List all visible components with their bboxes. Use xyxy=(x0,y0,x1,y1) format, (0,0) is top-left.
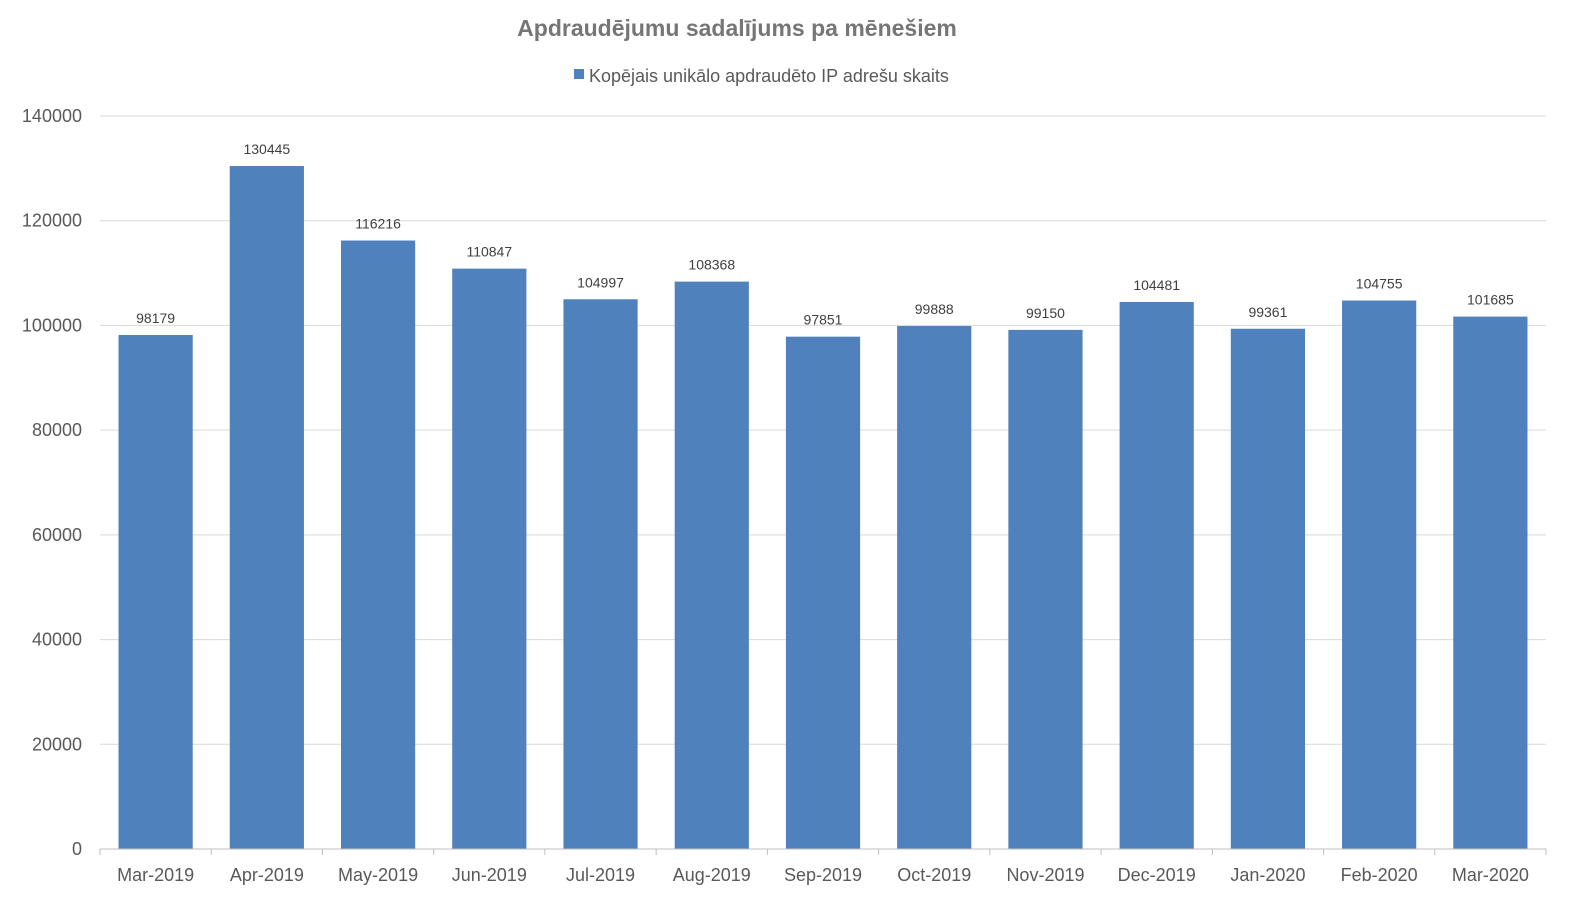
y-tick-label: 100000 xyxy=(22,315,82,335)
bars xyxy=(118,166,1528,850)
data-label: 99361 xyxy=(1248,304,1287,320)
x-tick-label: Jun-2019 xyxy=(452,865,527,885)
bar xyxy=(340,240,416,849)
x-tick-label: Jan-2020 xyxy=(1230,865,1305,885)
bar xyxy=(785,336,861,849)
y-tick-label: 40000 xyxy=(32,630,82,650)
bar xyxy=(1453,316,1528,849)
data-label: 97851 xyxy=(804,312,843,328)
data-labels: 98179 130445 116216 110847 104997 108368 97851… xyxy=(136,141,1514,328)
data-label: 104997 xyxy=(577,274,624,290)
x-axis: Mar-2019 Apr-2019 May-2019 Jun-2019 Jul-2019… xyxy=(99,848,1547,885)
chart-title: Apdraudējumu sadalījums pa mēnešiem xyxy=(517,15,957,41)
data-label: 104755 xyxy=(1356,276,1403,292)
x-tick-label: Sep-2019 xyxy=(784,865,862,885)
data-label: 116216 xyxy=(355,216,401,232)
data-label: 98179 xyxy=(136,310,175,326)
data-label: 99150 xyxy=(1026,305,1065,321)
y-tick-label: 140000 xyxy=(22,106,82,126)
x-tick-label: Nov-2019 xyxy=(1006,865,1084,885)
bar xyxy=(674,281,749,850)
y-tick-label: 120000 xyxy=(22,211,82,231)
x-tick-label: May-2019 xyxy=(338,865,418,885)
legend-swatch xyxy=(574,69,584,79)
data-label: 110847 xyxy=(466,244,512,260)
x-tick-label: Oct-2019 xyxy=(897,865,971,885)
data-label: 104481 xyxy=(1133,277,1180,293)
data-label: 108368 xyxy=(688,257,735,273)
bar xyxy=(1008,329,1083,850)
y-axis: 0 20000 40000 60000 80000 100000 120000 140000 xyxy=(22,106,82,859)
bar xyxy=(229,166,304,850)
bar xyxy=(452,268,527,849)
legend: Kopējais unikālo apdraudēto IP adrešu sk… xyxy=(574,66,949,86)
x-tick-label: Jul-2019 xyxy=(566,865,635,885)
data-label: 99888 xyxy=(915,301,954,317)
x-tick-label: Feb-2020 xyxy=(1341,865,1418,885)
x-tick-label: Dec-2019 xyxy=(1118,865,1196,885)
y-tick-label: 60000 xyxy=(32,525,82,545)
bar xyxy=(897,326,972,849)
y-tick-label: 80000 xyxy=(32,420,82,440)
bar xyxy=(563,299,638,849)
bar xyxy=(118,334,193,850)
data-label: 101685 xyxy=(1467,292,1514,308)
y-tick-label: 0 xyxy=(72,839,82,859)
x-tick-label: Mar-2019 xyxy=(117,865,194,885)
data-label: 130445 xyxy=(243,141,290,157)
x-tick-label: Apr-2019 xyxy=(230,865,304,885)
bar xyxy=(1342,300,1417,850)
bar xyxy=(1119,301,1194,849)
bar xyxy=(1230,328,1306,850)
y-tick-label: 20000 xyxy=(32,734,82,754)
legend-label: Kopējais unikālo apdraudēto IP adrešu sk… xyxy=(589,66,949,86)
x-tick-label: Mar-2020 xyxy=(1452,865,1529,885)
x-tick-label: Aug-2019 xyxy=(673,865,751,885)
